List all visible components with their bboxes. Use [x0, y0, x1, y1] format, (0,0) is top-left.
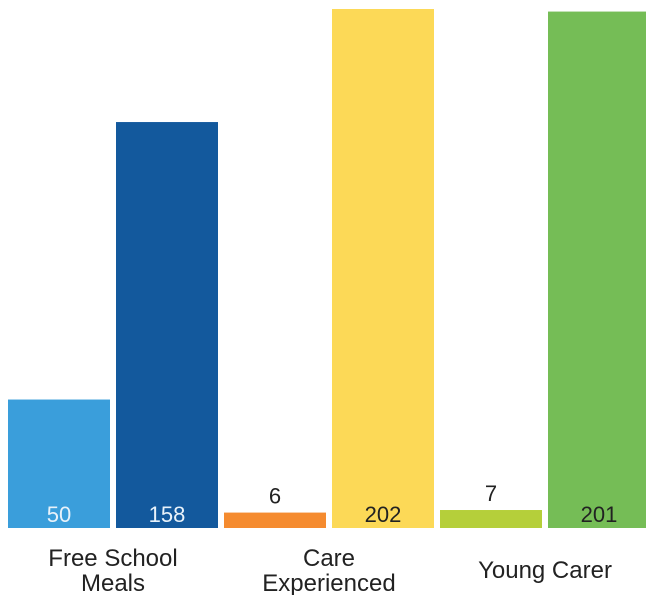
- value-label-2-1: 201: [581, 502, 618, 527]
- value-label-1-1: 202: [365, 502, 402, 527]
- value-label-2-0: 7: [485, 481, 497, 506]
- value-label-0-0: 50: [47, 502, 71, 527]
- bar-2-0: [440, 510, 542, 528]
- bar-1-0: [224, 512, 326, 528]
- category-label-1-1: Experienced: [262, 570, 395, 595]
- category-label-0-1: Meals: [81, 570, 145, 595]
- value-label-1-0: 6: [269, 484, 281, 509]
- bar-1-1: [332, 9, 434, 528]
- bar-2-1: [548, 11, 646, 528]
- value-labels-layer: 50 158 6 202 7 201: [47, 481, 618, 527]
- bar-0-1: [116, 122, 218, 529]
- bars-layer: [8, 9, 646, 529]
- category-label-0-0: Free School: [48, 545, 177, 572]
- category-label-2-0: Young Carer: [478, 557, 612, 584]
- value-label-0-1: 158: [149, 502, 186, 527]
- category-label-1-0: Care: [303, 545, 355, 572]
- bar-0-0: [8, 399, 110, 528]
